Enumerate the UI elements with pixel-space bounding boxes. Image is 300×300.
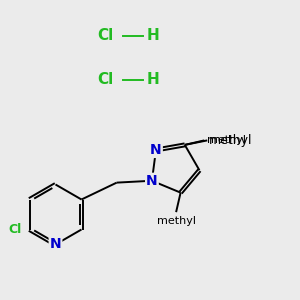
Text: H: H [147, 72, 160, 87]
Text: Cl: Cl [98, 72, 114, 87]
Text: methyl: methyl [209, 134, 252, 147]
Text: Cl: Cl [9, 223, 22, 236]
Text: N: N [146, 174, 158, 188]
Text: methyl: methyl [157, 216, 196, 226]
Text: H: H [147, 28, 160, 44]
Text: N: N [50, 238, 61, 251]
Text: Cl: Cl [98, 28, 114, 44]
Text: N: N [150, 143, 162, 157]
Text: methyl: methyl [207, 135, 246, 146]
